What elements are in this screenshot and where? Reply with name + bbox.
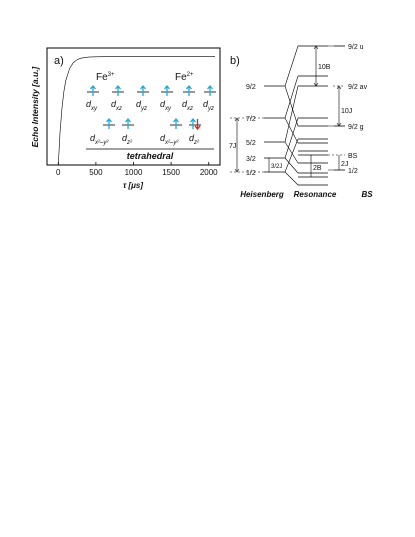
spin-up-arrow-icon [140,84,146,96]
span-arrow-icon [234,117,240,173]
fe2-e-orbitals: dx²–y² dz² [160,117,201,146]
fe3-e-orbitals: dx²–y² dz² [90,117,134,146]
heisenberg-label-3-2: 3/2 [246,156,256,163]
bs-label-9-2-av: 9/2 av [348,84,368,91]
orbital-level-dz2: dz² [189,117,201,146]
span-label-2j: 2J [341,161,348,168]
panel-a: a) Echo Intensity [a.u.] 0 500 1000 1500 200… [30,47,221,190]
span-label-2b: 2B [313,165,322,172]
span-label-7j: 7J [229,143,236,150]
spin-up-arrow-icon [173,117,179,129]
heisenberg-levels: 9/2 7/2 5/2 3/2 1/2 [246,84,285,177]
panel-a-label: a) [54,55,64,67]
orbital-level-dx2y2: dx²–y² [160,117,182,146]
y-axis-label: Echo Intensity [a.u.] [30,65,40,147]
heisenberg-label-7-2: 7/2 [246,116,256,123]
orbital-label-dz2: dz² [189,133,200,146]
orbital-level-dxy: dxy [86,84,99,112]
x-tick-label: 500 [89,168,103,177]
spin-down-arrow-icon [194,119,201,131]
x-tick-label: 1500 [162,168,180,177]
spin-up-arrow-icon [125,117,131,129]
level-connectors [284,45,299,186]
spin-up-arrow-icon [190,117,196,129]
orbital-level-dz2: dz² [122,117,134,146]
orbital-level-dxy: dxy [160,84,173,112]
fe3-label: Fe3+ [96,72,115,83]
spin-up-arrow-icon [90,84,96,96]
plot-frame [46,47,221,166]
orbital-label-dx2y2: dx²–y² [160,133,179,146]
bs-label-1-2: 1/2 [348,168,358,175]
orbital-level-dxz: dxz [182,84,195,112]
panel-b: b) 9/2 7/2 5/2 3/2 1/2 7J 3/2J [229,44,373,199]
bs-label-9-2-g: 9/2 g [348,124,364,131]
orbital-level-dx2y2: dx²–y² [90,117,115,146]
x-axis-label: τ [μs] [123,181,143,190]
bs-levels [328,45,345,171]
echo-intensity-curve [57,56,215,166]
fe2-t2-orbitals: dxy dxz dyz [160,84,216,112]
orbital-label-dyz: dyz [136,99,147,112]
panel-b-label: b) [230,55,240,67]
bs-label-bs: BS [348,153,358,160]
geometry-label: tetrahedral [127,151,174,161]
resonance-levels [298,45,328,186]
x-tick-label: 1000 [125,168,143,177]
spin-up-arrow-icon [164,84,170,96]
column-bs: BS [361,190,373,199]
orbital-label-dyz: dyz [203,99,214,112]
orbital-label-dxz: dxz [111,99,122,112]
orbital-label-dxy: dxy [160,99,172,112]
fe2-label: Fe2+ [175,72,194,83]
column-resonance: Resonance [294,190,337,199]
spin-up-arrow-icon [207,84,213,96]
orbital-level-dyz: dyz [203,84,216,112]
orbital-level-dyz: dyz [136,84,149,112]
orbital-label-dxy: dxy [86,99,98,112]
x-ticks: 0 500 1000 1500 2000 [56,162,218,177]
orbital-label-dx2y2: dx²–y² [90,133,109,146]
span-label-3-2j: 3/2J [271,164,282,170]
span-label-10j: 10J [341,108,352,115]
spin-up-arrow-icon [106,117,112,129]
span-arrow-icon [313,45,319,87]
orbital-level-dxz: dxz [111,84,124,112]
spin-up-arrow-icon [115,84,121,96]
fe3-t2-orbitals: dxy dxz dyz [86,84,149,112]
bs-label-9-2-u: 9/2 u [348,44,364,51]
orbital-label-dz2: dz² [122,133,133,146]
span-label-10b: 10B [318,64,331,71]
x-tick-label: 2000 [200,168,218,177]
orbital-label-dxz: dxz [182,99,193,112]
heisenberg-label-1-2: 1/2 [246,170,256,177]
x-tick-label: 0 [56,168,61,177]
column-heisenberg: Heisenberg [240,190,284,199]
heisenberg-label-9-2: 9/2 [246,84,256,91]
span-arrow-icon [336,85,342,127]
spin-up-arrow-icon [186,84,192,96]
heisenberg-label-5-2: 5/2 [246,140,256,147]
